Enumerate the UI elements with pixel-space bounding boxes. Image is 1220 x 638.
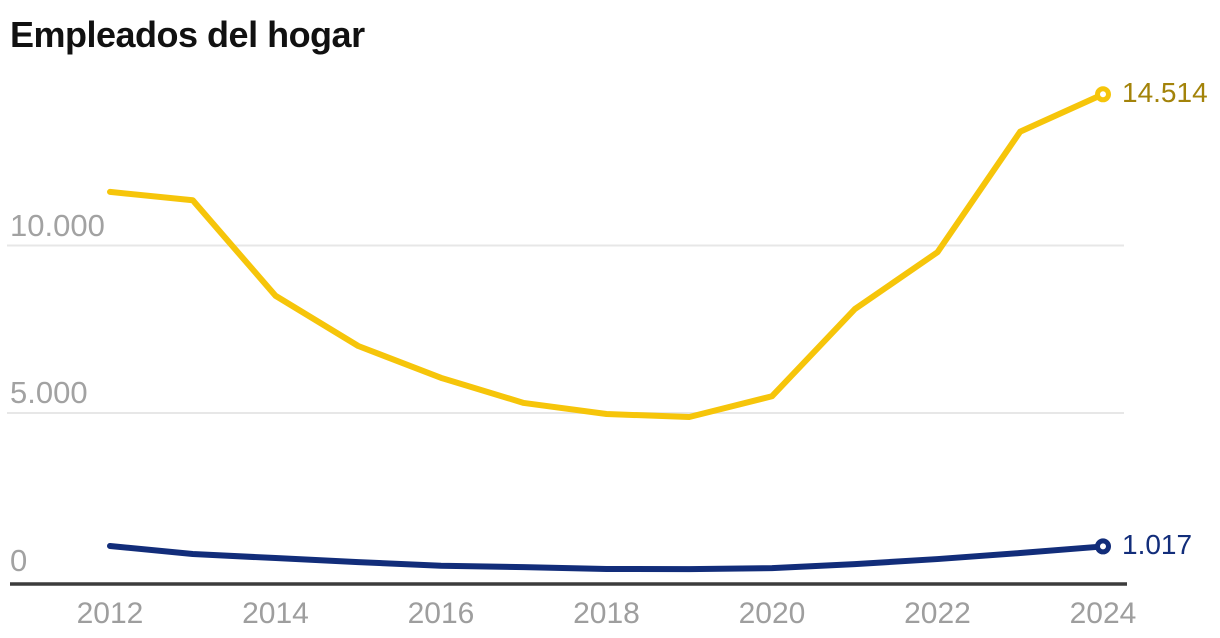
- line-serie-amarilla: [107, 91, 1106, 421]
- end-marker-serie-azul: [1095, 538, 1111, 555]
- line-serie-azul: [107, 542, 1106, 573]
- end-marker-serie-amarilla: [1095, 86, 1111, 103]
- chart-title: Empleados del hogar: [10, 14, 365, 55]
